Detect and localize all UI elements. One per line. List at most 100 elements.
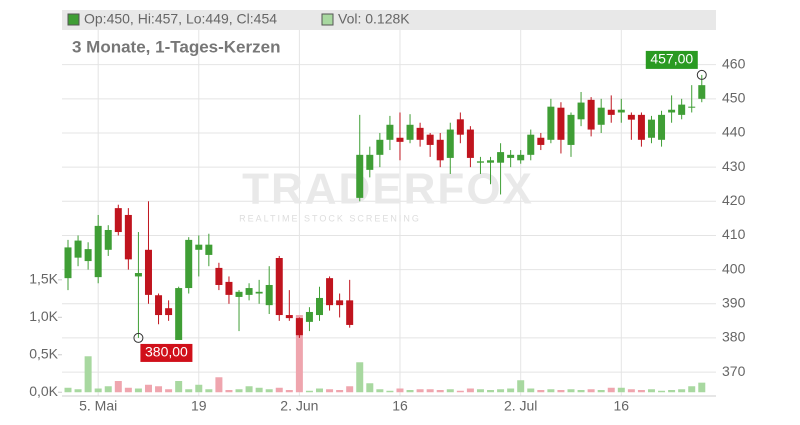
candle-body xyxy=(326,278,334,306)
candle-body xyxy=(396,137,404,142)
volume-bar xyxy=(336,390,344,393)
y-tick-label: 440 xyxy=(722,124,746,140)
x-tick-label: 2. Jul xyxy=(504,398,537,414)
candle-body xyxy=(557,107,565,140)
candle-body xyxy=(155,295,163,316)
y-tick-label: 430 xyxy=(722,158,746,174)
low-label-box xyxy=(140,343,193,362)
volume-bar xyxy=(658,390,666,393)
volume-bar xyxy=(305,390,313,393)
y2-tick-label: 1,0K xyxy=(29,308,58,324)
volume-bar xyxy=(114,381,122,393)
candle-body xyxy=(285,315,293,319)
volume-bar xyxy=(597,390,605,393)
volume-bar xyxy=(346,386,354,393)
volume-bar xyxy=(497,389,505,393)
candle-body xyxy=(668,109,676,113)
volume-bar xyxy=(607,387,615,393)
y-tick-label: 450 xyxy=(722,90,746,106)
y2-tick-label: 0,5K xyxy=(29,345,58,361)
candle-body xyxy=(567,114,575,145)
volume-bar xyxy=(144,384,152,393)
volume-bar xyxy=(577,390,585,393)
y-tick-label: 420 xyxy=(722,192,746,208)
x-tick-label: 19 xyxy=(191,398,207,414)
volume-bar xyxy=(255,387,263,393)
volume-bar xyxy=(436,390,444,393)
candle-body xyxy=(688,106,696,108)
volume-bar xyxy=(386,390,394,393)
candle-body xyxy=(517,154,525,161)
volume-bar xyxy=(265,389,273,393)
volume-bar xyxy=(517,380,525,393)
candle-body xyxy=(577,102,585,120)
candle-body xyxy=(84,249,92,262)
volume-bar xyxy=(94,388,102,393)
y-tick-label: 400 xyxy=(722,260,746,276)
candle-body xyxy=(134,273,142,277)
x-tick-label: 5. Mai xyxy=(79,398,117,414)
volume-bar xyxy=(547,389,555,393)
candle-body xyxy=(245,288,253,295)
high-marker xyxy=(696,69,707,80)
candle-body xyxy=(295,318,303,336)
high-label-box xyxy=(645,50,698,69)
candle-body xyxy=(637,114,645,140)
candle-body xyxy=(658,114,666,140)
candle-body xyxy=(607,109,615,115)
candle-body xyxy=(104,229,112,250)
candle-body xyxy=(235,291,243,297)
volume-legend: Vol: 0.128K xyxy=(338,11,410,27)
volume-bar xyxy=(134,388,142,393)
volume-bar xyxy=(64,387,72,393)
volume-bar xyxy=(245,386,253,393)
candle-body xyxy=(225,281,233,295)
volume-bar xyxy=(507,388,515,393)
candle-body xyxy=(647,119,655,138)
candle-body xyxy=(446,129,454,158)
x-tick-label: 16 xyxy=(614,398,630,414)
volume-bar xyxy=(235,389,243,393)
candle-body xyxy=(195,244,203,250)
volume-bar xyxy=(165,389,173,393)
candle-body xyxy=(64,247,72,279)
volume-bar xyxy=(205,389,213,393)
volume-bar xyxy=(285,390,293,393)
candle-body xyxy=(265,284,273,306)
y-tick-label: 370 xyxy=(722,363,746,379)
candle-body xyxy=(587,99,595,130)
candle-body xyxy=(627,114,635,120)
plot-background xyxy=(62,10,716,396)
volume-bar xyxy=(466,388,474,393)
candle-body xyxy=(436,139,444,161)
y-tick-label: 380 xyxy=(722,329,746,345)
volume-bar xyxy=(537,390,545,393)
candle-body xyxy=(617,109,625,113)
volume-bar xyxy=(456,390,464,393)
candle-body xyxy=(537,137,545,145)
volume-bar xyxy=(446,389,454,393)
candle-body xyxy=(456,119,464,135)
candle-body xyxy=(305,311,313,322)
candle-body xyxy=(316,297,323,316)
candle-body xyxy=(124,214,132,260)
candle-body xyxy=(547,106,555,140)
high-label: 457,00 xyxy=(650,51,693,67)
volume-bar xyxy=(668,390,676,393)
candle-body xyxy=(406,124,414,140)
y-tick-label: 390 xyxy=(722,294,746,310)
candle-body xyxy=(165,308,173,316)
volume-bar xyxy=(426,389,434,393)
candle-body xyxy=(346,300,354,325)
volume-bar xyxy=(587,389,595,393)
volume-bar xyxy=(295,315,303,393)
candle-body xyxy=(336,300,344,306)
volume-bar xyxy=(406,390,414,393)
volume-bar xyxy=(647,389,655,393)
candle-body xyxy=(376,139,384,155)
candle-body xyxy=(416,127,424,140)
candle-body xyxy=(94,225,102,278)
volume-bar xyxy=(175,381,183,393)
candle-body xyxy=(205,244,213,255)
volume-bar xyxy=(396,388,404,393)
